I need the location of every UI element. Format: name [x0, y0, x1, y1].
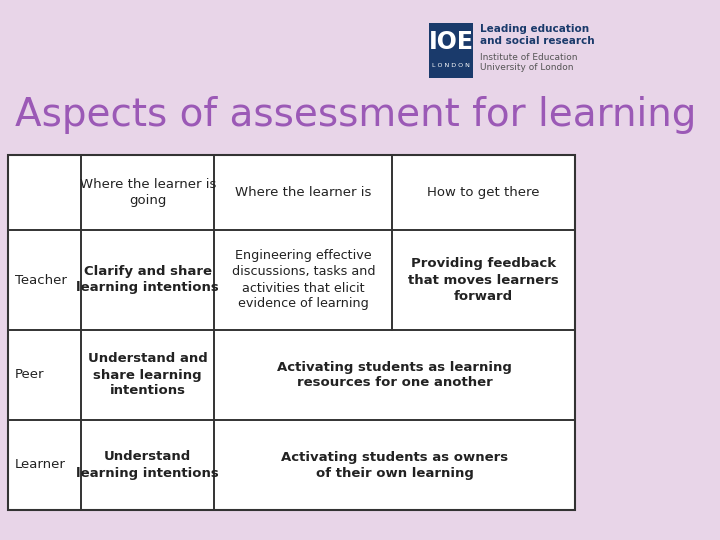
Text: How to get there: How to get there	[427, 186, 540, 199]
Text: Where the learner is: Where the learner is	[235, 186, 372, 199]
Text: Peer: Peer	[14, 368, 44, 381]
Text: Activating students as learning
resources for one another: Activating students as learning resource…	[277, 361, 512, 389]
Text: Teacher: Teacher	[14, 273, 66, 287]
Text: Activating students as owners
of their own learning: Activating students as owners of their o…	[281, 450, 508, 480]
Text: Aspects of assessment for learning: Aspects of assessment for learning	[14, 96, 696, 134]
Text: Learner: Learner	[14, 458, 66, 471]
Text: Institute of Education
University of London: Institute of Education University of Lon…	[480, 53, 577, 72]
Text: IOE: IOE	[428, 30, 474, 54]
Text: Clarify and share
learning intentions: Clarify and share learning intentions	[76, 266, 219, 294]
FancyBboxPatch shape	[8, 155, 575, 510]
Text: Leading education
and social research: Leading education and social research	[480, 24, 595, 46]
Text: Understand
learning intentions: Understand learning intentions	[76, 450, 219, 480]
Text: Where the learner is
going: Where the learner is going	[79, 178, 216, 207]
Text: L O N D O N: L O N D O N	[432, 63, 470, 69]
FancyBboxPatch shape	[429, 23, 474, 78]
Text: Understand and
share learning
intentions: Understand and share learning intentions	[88, 353, 207, 397]
Text: Providing feedback
that moves learners
forward: Providing feedback that moves learners f…	[408, 258, 559, 302]
Text: Engineering effective
discussions, tasks and
activities that elicit
evidence of : Engineering effective discussions, tasks…	[232, 249, 375, 310]
